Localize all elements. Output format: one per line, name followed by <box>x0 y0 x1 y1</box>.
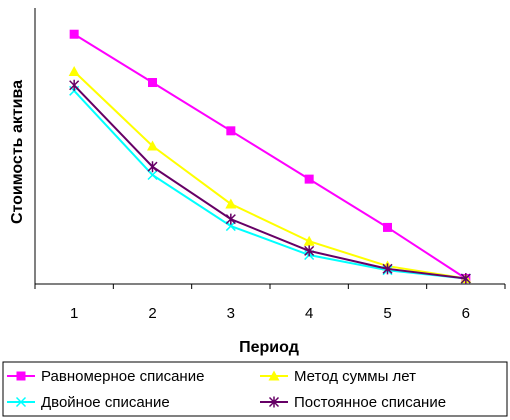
data-point <box>225 213 236 225</box>
legend-label: Двойное списание <box>41 394 170 411</box>
series-4 <box>69 79 471 284</box>
x-tick-label: 3 <box>227 305 235 322</box>
series-1 <box>69 29 471 283</box>
x-tick-label: 4 <box>305 305 313 322</box>
legend-item: Равномерное списание <box>7 368 204 385</box>
series-line <box>73 90 466 280</box>
x-tick-label: 2 <box>148 305 156 322</box>
legend-label: Метод суммы лет <box>294 368 416 385</box>
legend-swatch-marker <box>15 396 27 408</box>
legend: Равномерное списание Метод суммы лет Двойн… <box>2 361 508 417</box>
data-point <box>68 65 80 76</box>
axes: 1 2 3 4 5 6 <box>34 8 506 322</box>
y-axis-title: Стоимость актива <box>9 80 26 224</box>
data-point <box>226 126 236 136</box>
data-point <box>382 263 393 275</box>
data-point <box>147 161 158 173</box>
data-point <box>69 29 79 39</box>
legend-item: Постоянное списание <box>260 394 446 411</box>
x-tick-label: 1 <box>70 305 78 322</box>
data-point <box>383 222 392 232</box>
x-axis-title: Период <box>239 339 299 356</box>
data-point <box>147 140 158 151</box>
data-point <box>304 245 315 257</box>
legend-swatch-marker <box>268 396 280 408</box>
legend-swatch-marker <box>268 370 280 381</box>
series-2 <box>68 65 472 283</box>
data-point <box>69 79 80 91</box>
data-point <box>304 174 314 184</box>
legend-item: Метод суммы лет <box>260 368 416 385</box>
series-3 <box>69 85 471 284</box>
data-point <box>148 78 157 88</box>
x-tick-label: 5 <box>383 305 391 322</box>
legend-item: Двойное списание <box>7 394 170 411</box>
x-tick-label: 6 <box>462 305 470 322</box>
data-point <box>147 169 158 181</box>
series-group <box>68 29 472 284</box>
legend-swatch-marker <box>16 371 26 381</box>
series-line <box>73 84 466 280</box>
legend-box <box>2 361 508 417</box>
series-line <box>73 33 467 280</box>
legend-label: Равномерное списание <box>41 368 204 385</box>
data-point <box>460 272 471 284</box>
data-point <box>225 198 237 209</box>
series-line <box>73 70 466 280</box>
data-point <box>303 235 315 246</box>
legend-label: Постоянное списание <box>294 394 446 411</box>
